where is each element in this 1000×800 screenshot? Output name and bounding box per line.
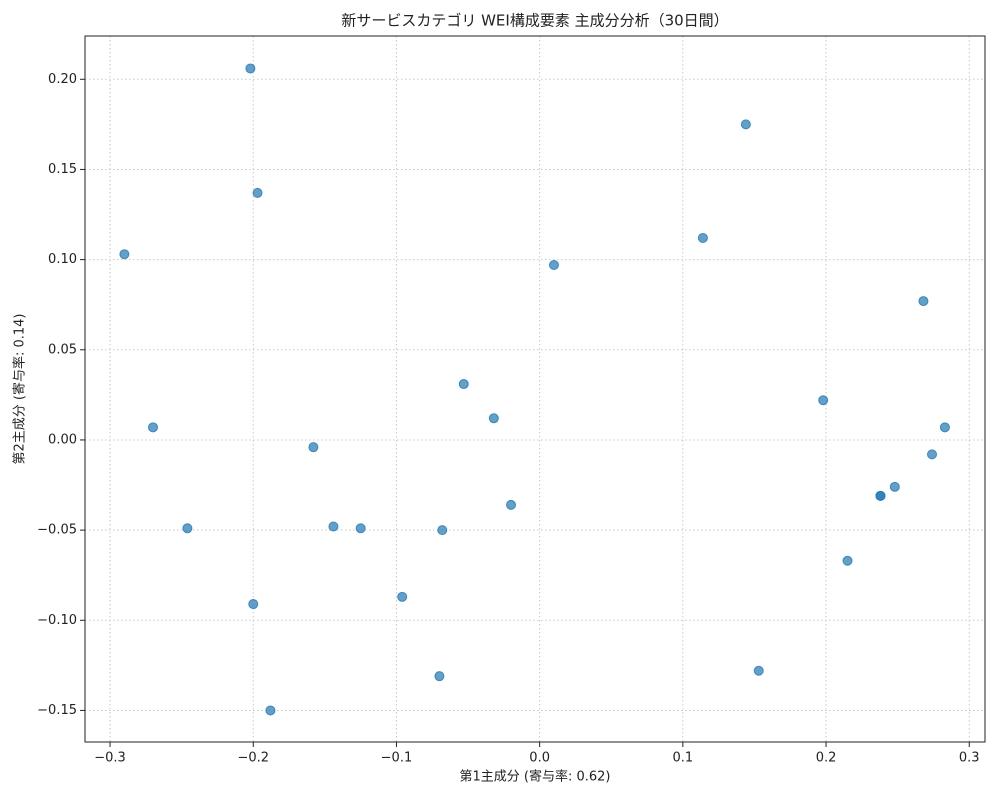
point (918, 296, 929, 307)
point (818, 395, 829, 406)
point (875, 490, 886, 501)
point (182, 523, 193, 534)
y-tick-label: 0.10 (48, 252, 77, 267)
y-tick-label: −0.15 (37, 703, 77, 718)
plot-frame (84, 35, 986, 743)
y-tick-label: −0.05 (37, 523, 77, 538)
point (889, 481, 900, 492)
point (328, 521, 339, 532)
point (245, 63, 256, 74)
point (397, 591, 408, 602)
point (437, 525, 448, 536)
x-tick-label: −0.1 (381, 751, 413, 766)
point (740, 119, 751, 130)
point (927, 449, 938, 460)
point (308, 442, 319, 453)
x-tick-label: 0.2 (816, 751, 837, 766)
point (697, 232, 708, 243)
point (548, 260, 559, 271)
y-tick-label: 0.15 (48, 162, 77, 177)
y-tick-label: −0.10 (37, 613, 77, 628)
y-tick-label: 0.00 (48, 432, 77, 447)
point (434, 671, 445, 682)
point (252, 187, 263, 198)
point (842, 555, 853, 566)
point (265, 705, 276, 716)
point (939, 422, 950, 433)
x-tick-label: −0.3 (94, 751, 126, 766)
x-axis-label: 第1主成分 (寄与率: 0.62) (459, 769, 610, 785)
point (355, 523, 366, 534)
point (506, 499, 517, 510)
chart-title: 新サービスカテゴリ WEI構成要素 主成分分析（30日間） (341, 12, 728, 30)
point (458, 379, 469, 390)
y-tick-label: 0.20 (48, 72, 77, 87)
point (753, 665, 764, 676)
x-tick-label: 0.3 (959, 751, 980, 766)
y-tick-label: 0.05 (48, 342, 77, 357)
point (148, 422, 159, 433)
point (488, 413, 499, 424)
x-tick-label: 0.1 (673, 751, 694, 766)
x-tick-label: −0.2 (237, 751, 269, 766)
point (248, 599, 259, 610)
y-axis-label: 第2主成分 (寄与率: 0.14) (12, 313, 28, 464)
point (119, 249, 130, 260)
x-tick-label: 0.0 (529, 751, 550, 766)
